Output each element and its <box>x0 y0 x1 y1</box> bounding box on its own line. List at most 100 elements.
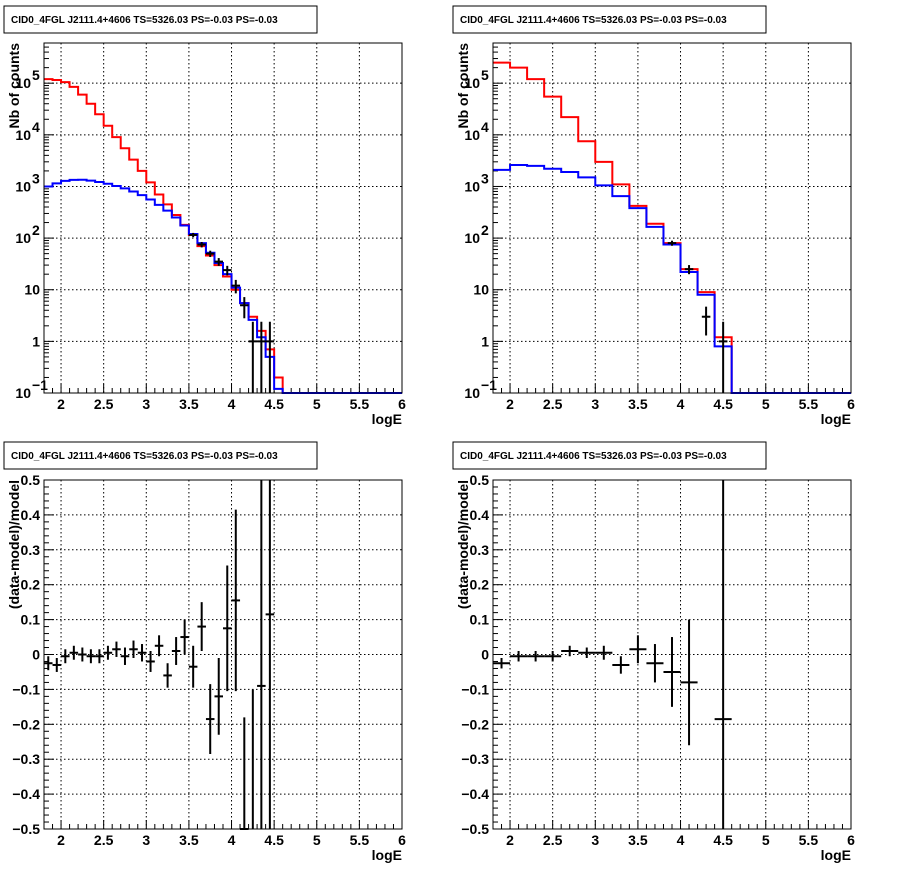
title-box <box>3 441 318 470</box>
y-tick-label: 10 <box>15 127 31 143</box>
x-tick-label: 4.5 <box>713 832 733 848</box>
x-tick-label: 2.5 <box>543 832 563 848</box>
y-tick-label: 1 <box>481 333 489 349</box>
y-tick-label: 0 <box>32 647 40 663</box>
data-point <box>257 480 266 829</box>
x-tick-label: 2 <box>57 396 65 412</box>
data-point <box>595 645 613 660</box>
data-point <box>103 645 113 660</box>
x-tick-label: 2 <box>506 396 514 412</box>
y-tick-exponent: 2 <box>481 222 489 238</box>
x-tick-label: 2.5 <box>543 396 563 412</box>
x-tick-label: 5.5 <box>799 396 819 412</box>
x-tick-label: 5.5 <box>350 396 370 412</box>
data-point <box>612 656 630 674</box>
data-point <box>171 637 181 665</box>
y-tick-label: 10 <box>15 385 31 401</box>
title-box <box>452 441 767 470</box>
data-point <box>510 651 528 662</box>
x-tick-label: 4 <box>677 396 685 412</box>
y-tick-label: 0.4 <box>21 507 41 523</box>
data-point <box>197 602 206 652</box>
data-point <box>714 480 732 829</box>
title-box <box>452 5 767 34</box>
data-point <box>188 645 198 688</box>
data-point <box>231 279 241 294</box>
y-tick-label: 10 <box>464 75 480 91</box>
y-tick-label: 10 <box>15 178 31 194</box>
y-tick-exponent: 3 <box>481 170 489 186</box>
x-axis-title: logE <box>821 847 851 863</box>
x-tick-label: 3 <box>142 832 150 848</box>
pad-bottom-right-residuals: CID0_4FGL J2111.4+4606 TS=5326.03 PS=-0.… <box>452 441 855 863</box>
y-tick-label: 10 <box>464 230 480 246</box>
y-tick-label: 1 <box>32 333 40 349</box>
x-tick-label: 4 <box>228 832 236 848</box>
data-point <box>578 647 596 658</box>
x-tick-label: 6 <box>847 396 855 412</box>
x-axis-title: logE <box>372 411 402 427</box>
data-point <box>120 647 130 665</box>
data-point <box>154 635 164 657</box>
y-tick-label: 0.1 <box>21 612 41 628</box>
data-point <box>223 565 232 692</box>
y-axis-title: Nb of counts <box>6 43 22 129</box>
x-tick-label: 3.5 <box>179 832 199 848</box>
x-tick-label: 6 <box>398 832 406 848</box>
plot-title: CID0_4FGL J2111.4+4606 TS=5326.03 PS=-0.… <box>460 451 727 462</box>
data-point <box>69 645 79 660</box>
title-box <box>3 5 318 34</box>
y-tick-exponent: 4 <box>481 119 489 135</box>
y-tick-label: 0.2 <box>21 577 41 593</box>
data-point <box>78 647 87 662</box>
data-point <box>561 645 579 657</box>
x-tick-label: 5.5 <box>350 832 370 848</box>
x-axis-title: logE <box>372 847 402 863</box>
y-tick-label: −0.4 <box>461 786 489 802</box>
x-tick-label: 2.5 <box>94 832 114 848</box>
y-tick-label: −0.3 <box>461 751 489 767</box>
x-tick-label: 5 <box>313 396 321 412</box>
data-point <box>112 641 121 657</box>
data-point <box>44 656 53 671</box>
x-tick-label: 5 <box>313 832 321 848</box>
data-point <box>52 657 62 672</box>
data-point <box>680 619 698 746</box>
model-histogram-red <box>493 61 851 394</box>
data-point <box>493 657 511 669</box>
data-point <box>265 321 275 393</box>
data-point <box>240 717 249 830</box>
x-tick-label: 3.5 <box>628 396 648 412</box>
data-point <box>188 232 198 238</box>
y-tick-label: 10 <box>464 385 480 401</box>
y-tick-label: −0.1 <box>12 681 40 697</box>
model-histogram-blue <box>44 178 402 394</box>
x-tick-label: 4 <box>228 396 236 412</box>
data-point <box>86 649 96 664</box>
model-histogram-blue <box>493 164 851 394</box>
y-tick-label: 10 <box>24 282 40 298</box>
y-axis-title: Nb of counts <box>455 43 471 129</box>
x-tick-label: 5.5 <box>799 832 819 848</box>
data-point <box>629 635 647 664</box>
y-tick-exponent: 4 <box>32 119 40 135</box>
data-point <box>240 297 249 319</box>
x-tick-label: 4.5 <box>264 396 284 412</box>
y-tick-label: −0.1 <box>461 681 489 697</box>
y-axis-title: (data-model)/model <box>455 480 471 609</box>
pad-bottom-left-residuals: CID0_4FGL J2111.4+4606 TS=5326.03 PS=-0.… <box>3 441 406 863</box>
data-point <box>527 651 545 662</box>
y-tick-exponent: 3 <box>32 170 40 186</box>
x-tick-label: 3 <box>142 396 150 412</box>
data-point <box>265 480 275 829</box>
x-tick-label: 2 <box>506 832 514 848</box>
data-point <box>718 321 728 393</box>
plot-frame <box>43 479 403 830</box>
pad-top-left-counts: CID0_4FGL J2111.4+4606 TS=5326.03 PS=-0.… <box>3 5 406 427</box>
y-tick-label: −0.4 <box>12 786 40 802</box>
data-point <box>180 619 189 655</box>
y-tick-label: −0.2 <box>12 716 40 732</box>
y-tick-label: 0.3 <box>470 542 490 558</box>
x-tick-label: 4 <box>677 832 685 848</box>
